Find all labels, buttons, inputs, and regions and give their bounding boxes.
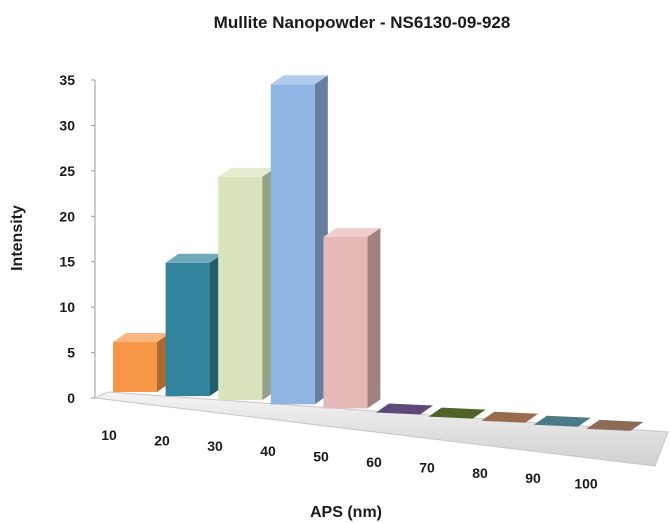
bar-front xyxy=(270,84,315,405)
bar-90 xyxy=(533,415,591,427)
bar-front xyxy=(323,237,368,409)
x-axis-ticks: 10 20 30 40 50 60 70 80 90 100 xyxy=(101,427,598,492)
x-tick-label: 10 xyxy=(101,427,117,443)
x-tick-label: 30 xyxy=(207,438,223,454)
x-tick-label: 100 xyxy=(574,476,598,492)
bar-top xyxy=(270,75,328,85)
y-tick-label: 20 xyxy=(59,208,75,224)
y-axis-ticks: 0 5 10 15 20 25 30 35 xyxy=(59,72,95,406)
bar-40 xyxy=(270,75,328,405)
bar-front xyxy=(218,176,263,401)
bar-side xyxy=(367,228,381,409)
bar-60 xyxy=(376,403,433,415)
bar-top xyxy=(165,253,223,263)
bar-top xyxy=(218,167,276,177)
y-axis-title: Intensity xyxy=(9,205,26,271)
y-tick-label: 10 xyxy=(59,299,75,315)
bar-30 xyxy=(218,167,276,401)
x-tick-label: 80 xyxy=(472,465,488,481)
x-tick-label: 40 xyxy=(260,443,276,459)
bar-flat xyxy=(481,411,539,423)
chart-floor xyxy=(93,391,669,467)
bar-top xyxy=(113,333,170,343)
y-tick-label: 15 xyxy=(59,254,75,270)
x-tick-label: 70 xyxy=(419,459,435,475)
bar-flat xyxy=(376,403,433,415)
bar-80 xyxy=(481,411,539,423)
bar-70 xyxy=(428,407,486,419)
bar-10 xyxy=(113,333,170,392)
x-axis-title: APS (nm) xyxy=(310,504,382,521)
bar-flat xyxy=(586,419,644,431)
chart-title: Mullite Nanopowder - NS6130-09-928 xyxy=(214,13,511,32)
bar-front xyxy=(165,262,210,397)
y-tick-label: 0 xyxy=(67,390,75,406)
y-tick-label: 5 xyxy=(67,345,75,361)
bar-100 xyxy=(586,419,644,431)
y-tick-label: 35 xyxy=(59,72,75,88)
y-tick-label: 25 xyxy=(59,163,75,179)
x-tick-label: 90 xyxy=(525,470,541,486)
bar-top xyxy=(323,228,381,238)
bar-50 xyxy=(323,228,381,409)
x-tick-label: 50 xyxy=(313,449,329,465)
bar-flat xyxy=(428,407,486,419)
y-tick-label: 30 xyxy=(59,117,75,133)
bar-flat xyxy=(533,415,591,427)
bar-front xyxy=(113,342,157,392)
bars-group xyxy=(113,75,644,431)
x-tick-label: 60 xyxy=(366,454,382,470)
x-tick-label: 20 xyxy=(154,432,170,448)
bar-20 xyxy=(165,253,223,397)
